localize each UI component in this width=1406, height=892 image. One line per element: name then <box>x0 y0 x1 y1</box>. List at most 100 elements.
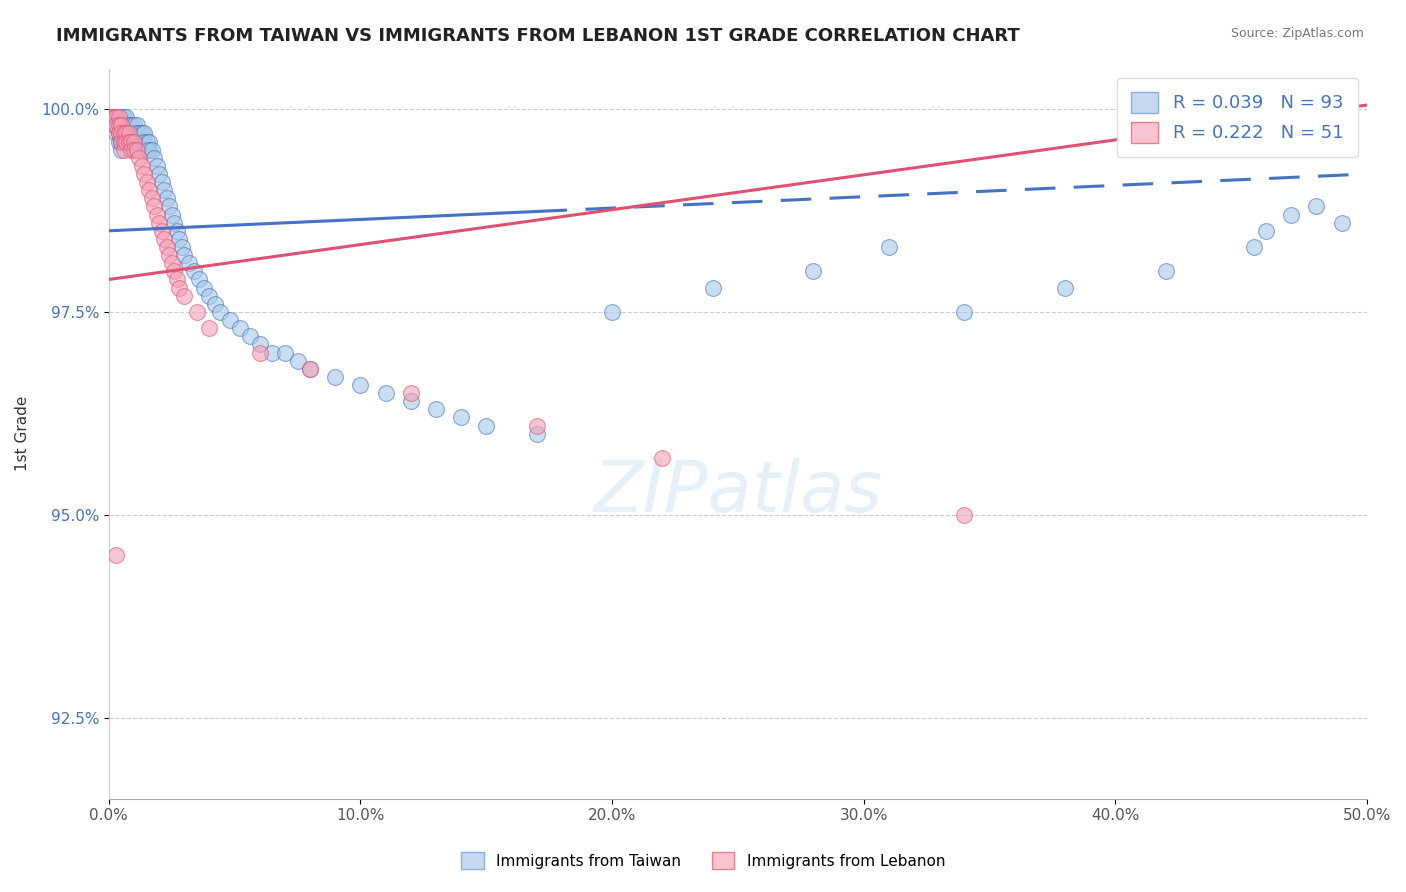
Point <box>112 135 135 149</box>
Point <box>801 264 824 278</box>
Point <box>110 127 132 141</box>
Point <box>131 135 153 149</box>
Point <box>121 135 143 149</box>
Point <box>122 118 145 132</box>
Point <box>1330 216 1353 230</box>
Point <box>1279 208 1302 222</box>
Point <box>475 418 498 433</box>
Point <box>702 280 724 294</box>
Point <box>118 118 141 132</box>
Point <box>173 289 195 303</box>
Point <box>218 313 240 327</box>
Point <box>112 127 135 141</box>
Point <box>108 118 131 132</box>
Point <box>132 167 155 181</box>
Point <box>103 110 125 124</box>
Point <box>166 224 188 238</box>
Point <box>131 127 153 141</box>
Point <box>135 143 157 157</box>
Legend: Immigrants from Taiwan, Immigrants from Lebanon: Immigrants from Taiwan, Immigrants from … <box>454 846 952 875</box>
Point <box>112 143 135 157</box>
Point <box>148 167 170 181</box>
Point <box>1053 280 1076 294</box>
Point <box>160 256 183 270</box>
Point <box>143 199 166 213</box>
Point <box>150 224 173 238</box>
Point <box>198 289 221 303</box>
Point <box>110 118 132 132</box>
Point <box>156 240 179 254</box>
Point <box>108 118 131 132</box>
Point <box>105 549 128 563</box>
Point <box>169 232 191 246</box>
Point <box>299 361 322 376</box>
Point <box>105 127 128 141</box>
Point <box>148 216 170 230</box>
Point <box>239 329 262 343</box>
Point <box>108 127 131 141</box>
Point <box>166 272 188 286</box>
Point <box>349 378 371 392</box>
Point <box>121 135 143 149</box>
Point <box>208 305 231 319</box>
Point <box>122 127 145 141</box>
Y-axis label: 1st Grade: 1st Grade <box>15 396 30 471</box>
Point <box>399 394 422 409</box>
Point <box>103 118 125 132</box>
Point <box>108 135 131 149</box>
Point <box>110 110 132 124</box>
Point <box>115 135 138 149</box>
Point <box>157 199 180 213</box>
Point <box>156 191 179 205</box>
Point <box>108 127 131 141</box>
Text: IMMIGRANTS FROM TAIWAN VS IMMIGRANTS FROM LEBANON 1ST GRADE CORRELATION CHART: IMMIGRANTS FROM TAIWAN VS IMMIGRANTS FRO… <box>56 27 1019 45</box>
Point <box>105 110 128 124</box>
Point <box>249 345 271 359</box>
Point <box>108 110 131 124</box>
Point <box>115 135 138 149</box>
Point <box>100 110 122 124</box>
Point <box>138 135 160 149</box>
Point <box>274 345 297 359</box>
Point <box>118 127 141 141</box>
Point <box>125 127 148 141</box>
Point <box>1243 240 1265 254</box>
Point <box>160 208 183 222</box>
Point <box>122 135 145 149</box>
Point <box>121 143 143 157</box>
Point <box>153 232 176 246</box>
Legend: R = 0.039   N = 93, R = 0.222   N = 51: R = 0.039 N = 93, R = 0.222 N = 51 <box>1116 78 1358 157</box>
Point <box>121 118 143 132</box>
Point <box>112 118 135 132</box>
Point <box>128 151 150 165</box>
Point <box>118 127 141 141</box>
Point <box>125 118 148 132</box>
Point <box>115 127 138 141</box>
Point <box>108 110 131 124</box>
Point <box>135 135 157 149</box>
Point <box>103 118 125 132</box>
Point <box>150 175 173 189</box>
Point <box>105 118 128 132</box>
Point <box>600 305 623 319</box>
Point <box>145 159 167 173</box>
Point <box>112 127 135 141</box>
Point <box>128 127 150 141</box>
Point <box>110 143 132 157</box>
Point <box>138 143 160 157</box>
Point <box>115 118 138 132</box>
Point <box>1256 224 1278 238</box>
Point <box>103 110 125 124</box>
Point <box>1305 110 1327 124</box>
Point <box>198 321 221 335</box>
Point <box>157 248 180 262</box>
Point <box>115 110 138 124</box>
Point <box>110 135 132 149</box>
Point <box>105 110 128 124</box>
Point <box>183 264 205 278</box>
Point <box>228 321 250 335</box>
Point <box>163 216 186 230</box>
Point <box>526 426 548 441</box>
Point <box>115 127 138 141</box>
Point <box>132 135 155 149</box>
